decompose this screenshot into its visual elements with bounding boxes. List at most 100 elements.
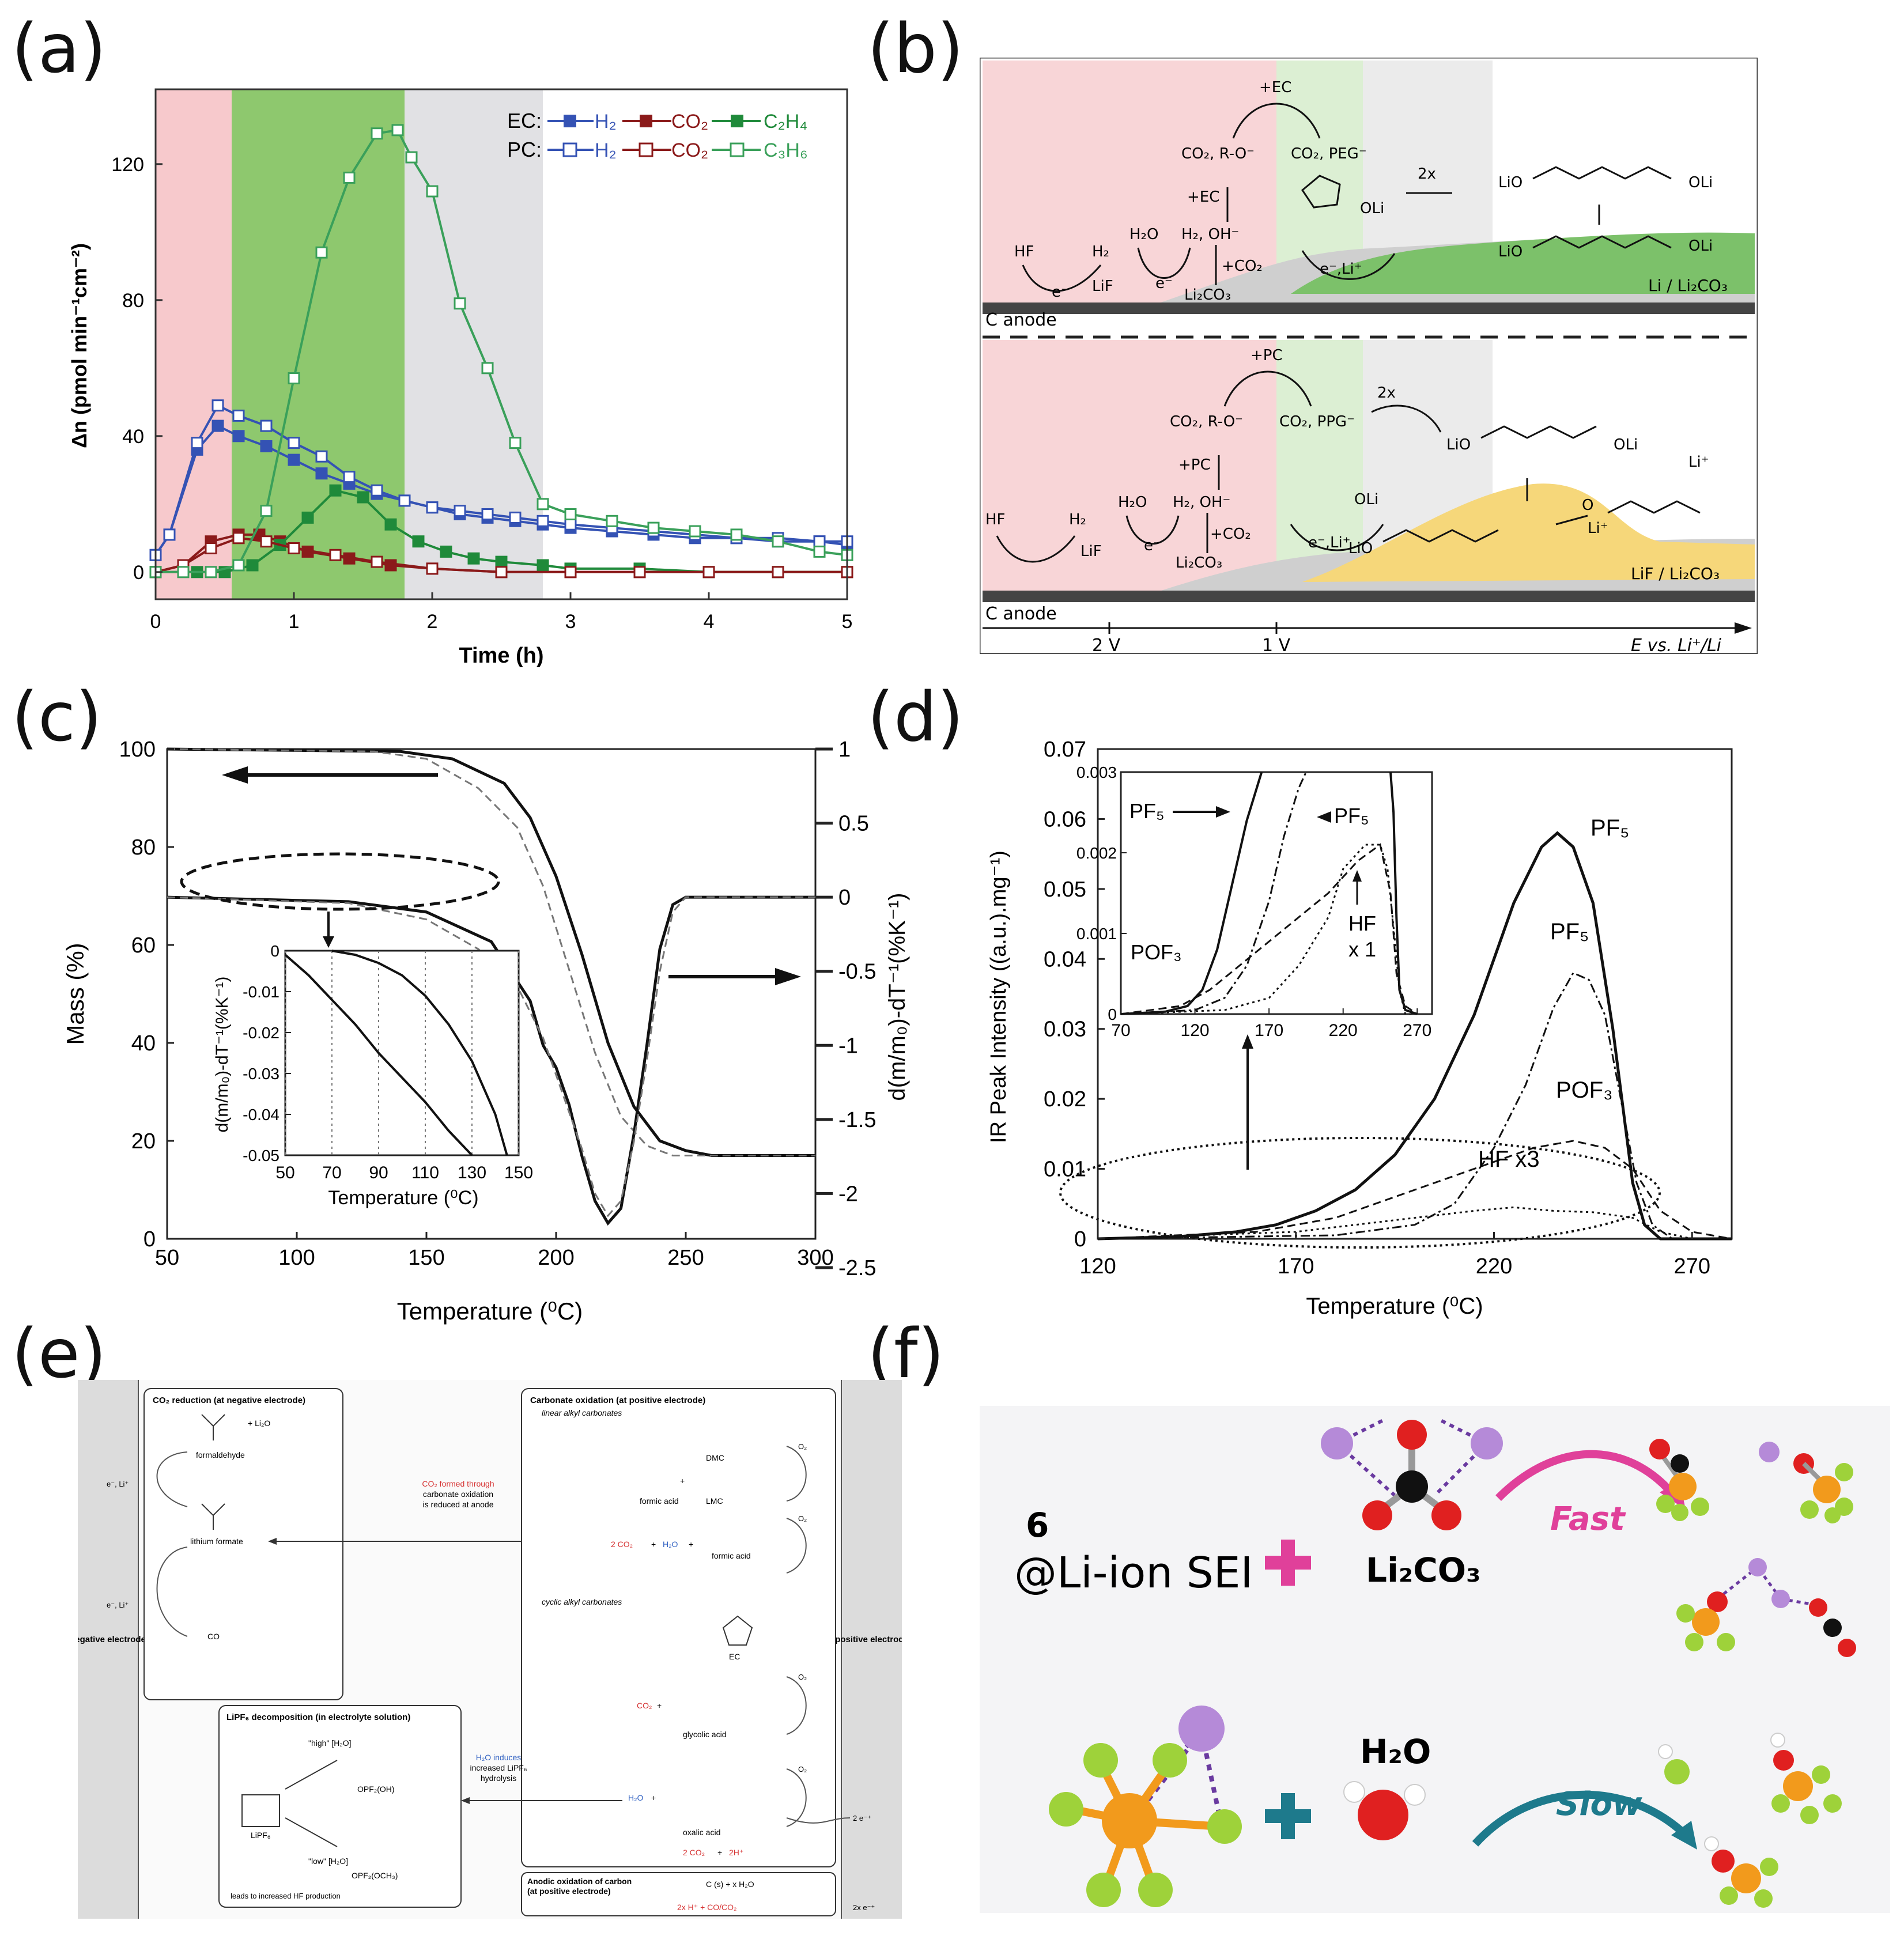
- c-inset: 50 70 90 110 130 150 0 -0.01 -0.02 -0.03 -0.04 -0.0…: [243, 942, 533, 1182]
- d-ytick-6: 0.06: [1044, 807, 1086, 831]
- e-high: "high" [H₂O]: [308, 1738, 352, 1748]
- d-xtick-0: 120: [1079, 1254, 1116, 1279]
- panel-label-f: (f): [867, 1314, 945, 1393]
- b-axis-label: E vs. Li⁺/Li: [1631, 636, 1722, 654]
- a-xlabel: Time (h): [459, 644, 543, 668]
- d-inset-series-0: [1120, 772, 1263, 1015]
- c-inset-xtick-4: 130: [458, 1163, 486, 1182]
- c-xtick-2: 150: [408, 1246, 444, 1270]
- d-inset-xtick-0: 70: [1111, 1021, 1130, 1040]
- b-co2ro-bottom: CO₂, R-O⁻: [1170, 413, 1243, 430]
- b-1v: 1 V: [1262, 636, 1291, 654]
- e-co: CO: [207, 1632, 220, 1641]
- c-inset-ytick-2: -0.02: [243, 1024, 279, 1042]
- a-point-4-13: [772, 566, 784, 578]
- b-oli-ec: OLi: [1360, 200, 1384, 217]
- d-inset-ytick-1: 0.001: [1076, 925, 1117, 943]
- c-ytick-right-4: -1: [838, 1034, 858, 1058]
- b-co2ro-top: CO₂, R-O⁻: [1181, 145, 1255, 162]
- e-plus6: +: [717, 1848, 722, 1857]
- c-ylabel: Mass (%): [62, 943, 89, 1045]
- d-inset-x1: x 1: [1348, 937, 1376, 961]
- panel-label-a: (a): [12, 9, 107, 88]
- e-2e: 2 e⁻⁺: [853, 1814, 871, 1822]
- d-series-0: [1097, 831, 1732, 1241]
- e-2xh: 2x H⁺ + CO/CO₂: [677, 1903, 736, 1912]
- e-2xe: 2x e⁻⁺: [853, 1903, 875, 1912]
- d-ytick-7: 0.07: [1044, 738, 1086, 762]
- e-linear: linear alkyl carbonates: [542, 1408, 622, 1417]
- f-sei: @Li-ion SEI: [1014, 1548, 1253, 1598]
- a-point-3-22: [813, 535, 826, 548]
- d-series-2: [1097, 1140, 1732, 1240]
- a-legend-c2h4: C₂H₄: [764, 111, 807, 133]
- c-inset-ytick-5: -0.05: [243, 1147, 279, 1164]
- d-xtick-2: 220: [1476, 1254, 1512, 1279]
- e-glycolic: glycolic acid: [683, 1730, 726, 1739]
- b-oli-top2: OLi: [1688, 237, 1713, 255]
- a-point-4-2: [205, 542, 217, 554]
- e-plus2: +: [651, 1540, 656, 1549]
- d-xtick-3: 270: [1674, 1254, 1710, 1279]
- a-point-4-11: [633, 566, 646, 578]
- a-point-5-13: [481, 362, 494, 375]
- b-eli-top: e⁻,Li⁺: [1320, 260, 1362, 278]
- e-ec: EC: [729, 1652, 740, 1661]
- a-legend-co2: CO₂: [671, 111, 708, 133]
- d-series: [1097, 831, 1732, 1241]
- a-point-5-17: [606, 515, 618, 527]
- a-point-2-6: [329, 484, 342, 497]
- e-dmc: DMC: [706, 1453, 724, 1462]
- a-point-2-7: [357, 491, 369, 504]
- b-hf-bottom: HF: [985, 511, 1006, 528]
- b-li-plus1: Li⁺: [1688, 453, 1709, 471]
- a-plot-frame: [154, 88, 848, 600]
- a-point-1-8: [384, 559, 397, 572]
- f-lipf6-molecule: [1049, 1706, 1242, 1907]
- c-inset-series-0: [284, 954, 473, 1156]
- e-opf2och3: OPF₂(OCH₃): [352, 1871, 398, 1880]
- a-point-5-5: [288, 372, 300, 384]
- c-ytick-right-1: 0.5: [838, 812, 869, 836]
- c-inset-xlabel: Temperature (⁰C): [328, 1187, 478, 1209]
- e-plus4: +: [657, 1701, 662, 1710]
- e-o2-1: O₂: [798, 1442, 807, 1451]
- e-positive-electrode: positive electrode: [835, 1635, 902, 1644]
- e-formic2: formic acid: [712, 1551, 751, 1560]
- a-point-3-15: [537, 515, 549, 527]
- d-inset-hf: HF: [1348, 912, 1376, 935]
- a-point-3-14: [509, 511, 522, 524]
- d-inset-xtick-4: 270: [1403, 1021, 1431, 1040]
- panel-label-b: (b): [867, 9, 964, 88]
- a-point-3-3: [211, 399, 224, 412]
- a-point-5-6: [315, 246, 328, 259]
- b-co2peg: CO₂, PEG⁻: [1291, 145, 1367, 162]
- a-point-4-12: [702, 566, 715, 578]
- d-inset-xtick-1: 120: [1181, 1021, 1210, 1040]
- b-h2o-bottom: H₂O: [1118, 494, 1147, 511]
- b-h2oh-bottom: H₂, OH⁻: [1173, 494, 1230, 511]
- a-point-3-16: [564, 518, 577, 531]
- c-inset-xtick-5: 150: [504, 1163, 533, 1182]
- b-hf-top: HF: [1014, 243, 1034, 260]
- diagram-b: C anode Li / Li₂CO₃ C anode LiF / Li₂CO₃…: [980, 58, 1758, 654]
- b-li-li2co3: Li / Li₂CO₃: [1648, 276, 1728, 295]
- c-inset-ytick-1: -0.01: [243, 983, 279, 1001]
- e-2h: 2H⁺: [729, 1848, 743, 1857]
- a-point-0-5: [260, 440, 273, 452]
- e-opf2oh: OPF₂(OH): [357, 1784, 395, 1794]
- a-point-4-7: [371, 555, 383, 568]
- e-2co2-b: 2 CO₂: [683, 1848, 705, 1857]
- d-ytick-0: 0: [1074, 1227, 1086, 1251]
- a-point-3-8: [343, 471, 356, 483]
- e-negative-label: negative electrode: [78, 1635, 146, 1644]
- a-ylabel: Δn (pmol min⁻¹cm⁻²): [67, 243, 91, 448]
- a-point-4-10: [564, 566, 577, 578]
- e-co2-b: CO₂: [637, 1701, 652, 1710]
- e-co2-note1: CO₂ formed through: [422, 1479, 494, 1488]
- e-o2-2: O₂: [798, 1514, 807, 1523]
- a-point-3-11: [426, 501, 439, 514]
- b-oli-pc: OLi: [1354, 491, 1378, 508]
- c-xtick-0: 50: [155, 1246, 179, 1270]
- e-cyclic: cyclic alkyl carbonates: [542, 1597, 622, 1606]
